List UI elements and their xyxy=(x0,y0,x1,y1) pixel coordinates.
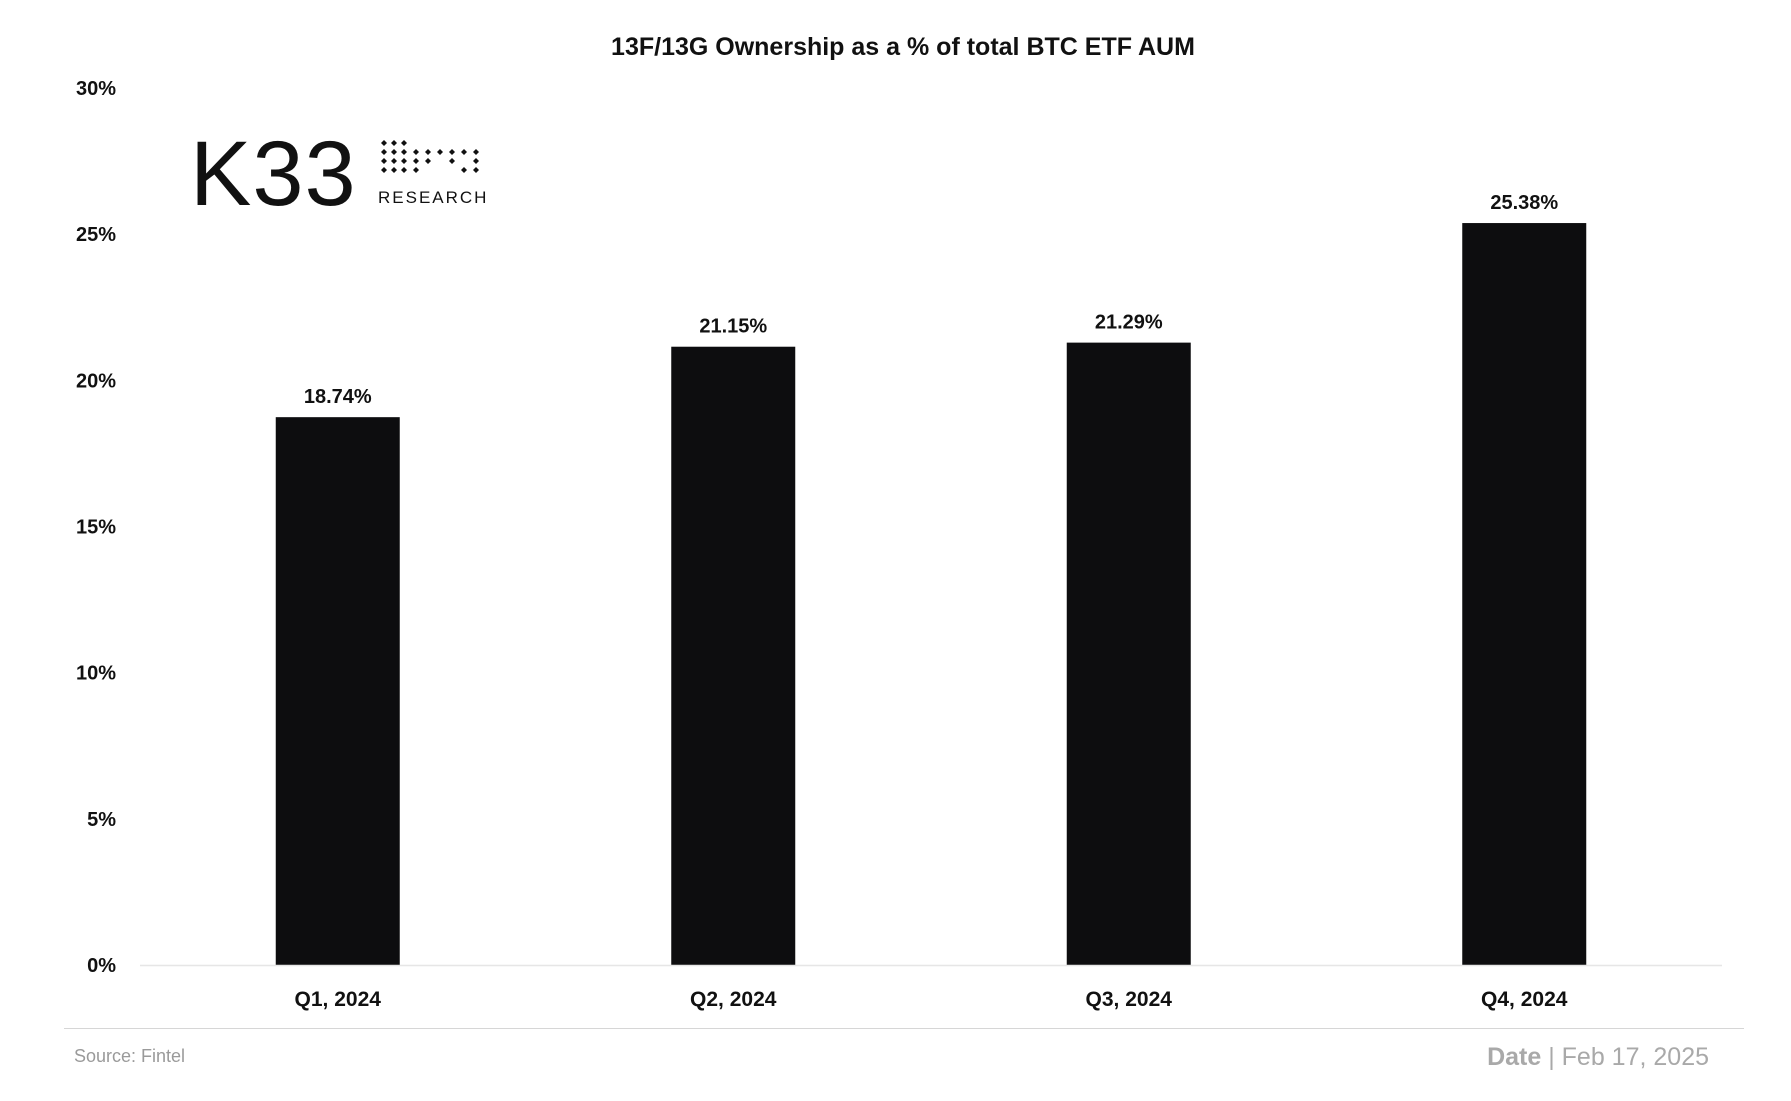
y-tick-label: 30% xyxy=(76,78,116,100)
value-labels: 18.74% 21.15% 21.29% 25.38% xyxy=(304,192,1559,408)
date-value: Feb 17, 2025 xyxy=(1561,1043,1709,1071)
y-tick-label: 15% xyxy=(76,517,116,539)
x-tick-label: Q1, 2024 xyxy=(295,988,382,1011)
y-tick-label: 0% xyxy=(87,955,116,977)
bar-3 xyxy=(1066,342,1191,966)
date-label: Date xyxy=(1487,1043,1542,1071)
y-tick-label: 5% xyxy=(87,809,116,831)
y-tick-label: 20% xyxy=(76,370,116,392)
footer-divider xyxy=(64,1028,1744,1029)
value-label: 25.38% xyxy=(1490,192,1558,214)
x-tick-label: Q3, 2024 xyxy=(1086,988,1173,1011)
bar-1 xyxy=(275,417,400,965)
logo-mark: K33 xyxy=(190,123,357,225)
x-tick-label: Q4, 2024 xyxy=(1481,988,1568,1011)
bars xyxy=(275,223,1587,966)
x-axis: Q1, 2024 Q2, 2024 Q3, 2024 Q4, 2024 xyxy=(140,964,1722,1011)
date-stamp: Date | Feb 17, 2025 xyxy=(1487,1043,1709,1072)
y-tick-label: 25% xyxy=(76,224,116,246)
value-label: 18.74% xyxy=(304,386,372,408)
value-label: 21.15% xyxy=(699,316,767,338)
date-separator: | xyxy=(1548,1043,1555,1071)
dot-grid-icon xyxy=(381,140,479,173)
logo-subtitle: RESEARCH xyxy=(378,188,489,207)
y-tick-label: 10% xyxy=(76,663,116,685)
x-tick-label: Q2, 2024 xyxy=(690,988,777,1011)
value-label: 21.29% xyxy=(1095,312,1163,334)
bar-4 xyxy=(1462,223,1587,966)
y-axis: 0% 5% 10% 15% 20% 25% 30% xyxy=(76,78,116,977)
k33-research-logo: K33 RESEARCH xyxy=(190,126,490,222)
chart-title: 13F/13G Ownership as a % of total BTC ET… xyxy=(611,33,1195,61)
source-note: Source: Fintel xyxy=(74,1046,186,1066)
bar-2 xyxy=(671,346,796,966)
